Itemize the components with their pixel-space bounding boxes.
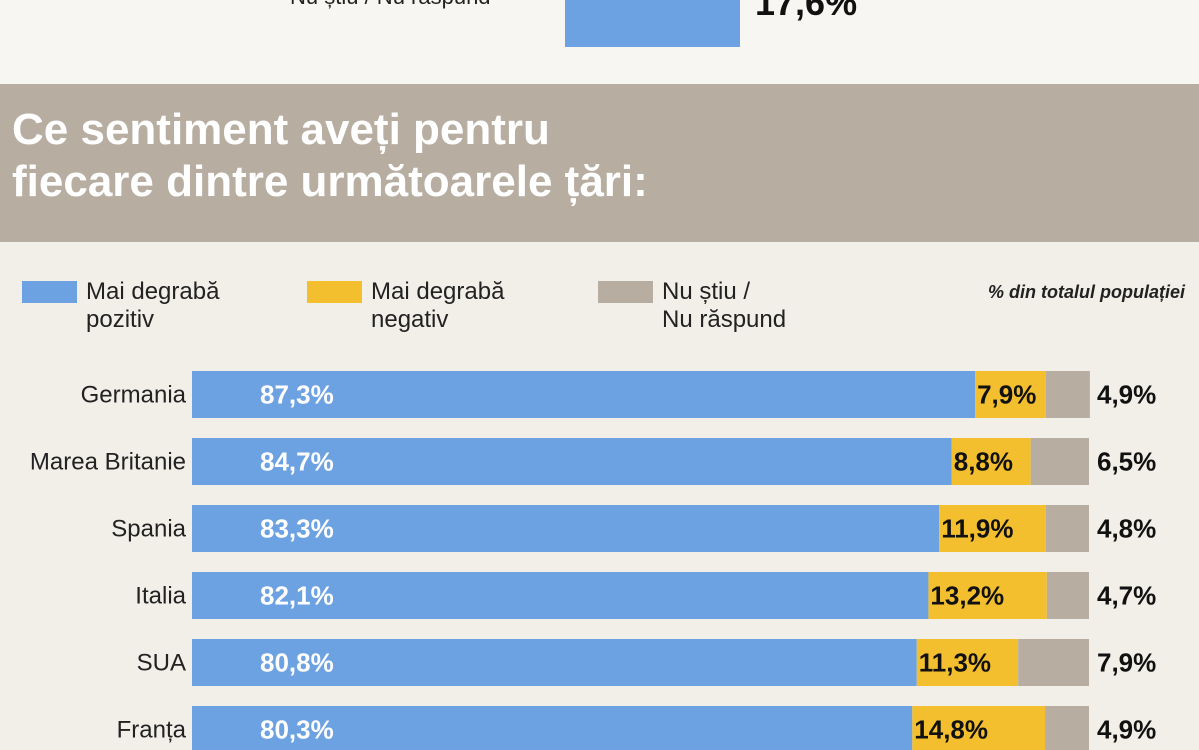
category-label: Franța xyxy=(117,717,187,744)
legend-swatch-unknown xyxy=(598,281,653,303)
previous-item-label: Nu știu / Nu răspund xyxy=(290,0,491,10)
data-label-negative: 7,9% xyxy=(977,380,1036,410)
data-label-positive: 82,1% xyxy=(260,581,334,611)
data-label-positive: 87,3% xyxy=(260,380,334,410)
bar-negative xyxy=(975,371,1046,418)
bar-unknown xyxy=(1018,639,1089,686)
data-label-positive: 80,8% xyxy=(260,648,334,678)
data-label-positive: 80,3% xyxy=(260,715,334,745)
data-label-unknown: 4,7% xyxy=(1097,581,1156,611)
chart-title-line-1: Ce sentiment aveți pentru xyxy=(12,105,550,154)
legend-label-positive: Mai degrabă pozitiv xyxy=(86,278,220,333)
bar-negative xyxy=(939,505,1046,552)
previous-chart-strip: Nu știu / Nu răspund 17,6% xyxy=(0,0,1199,84)
bar-negative xyxy=(951,438,1031,485)
category-label: SUA xyxy=(137,650,186,677)
data-label-negative: 8,8% xyxy=(954,447,1013,477)
bar-unknown xyxy=(1046,572,1089,619)
data-label-unknown: 4,8% xyxy=(1097,514,1156,544)
legend-label-negative: Mai degrabă negativ xyxy=(371,278,505,333)
title-band xyxy=(0,84,1199,242)
bar-positive xyxy=(192,505,940,552)
bar-unknown xyxy=(1045,505,1089,552)
category-label: Spania xyxy=(111,516,186,543)
data-label-unknown: 7,9% xyxy=(1097,648,1156,678)
bar-negative xyxy=(912,706,1046,750)
bar-positive xyxy=(192,371,976,418)
data-label-unknown: 6,5% xyxy=(1097,447,1156,477)
chart-title-line-2: fiecare dintre următoarele țări: xyxy=(12,157,648,206)
previous-item-value: 17,6% xyxy=(755,0,858,23)
bar-unknown xyxy=(1045,706,1089,750)
category-label: Italia xyxy=(135,583,186,610)
data-label-negative: 13,2% xyxy=(930,581,1004,611)
data-label-negative: 11,9% xyxy=(941,514,1013,544)
legend-note: % din totalul populației xyxy=(988,282,1185,302)
data-label-positive: 84,7% xyxy=(260,447,334,477)
legend-label-unknown: Nu știu / Nu răspund xyxy=(662,278,787,333)
bar-positive xyxy=(192,438,952,485)
data-label-positive: 83,3% xyxy=(260,514,334,544)
chart-title: Ce sentiment aveți pentru fiecare dintre… xyxy=(12,104,648,208)
data-label-unknown: 4,9% xyxy=(1097,715,1156,745)
bar-negative xyxy=(928,572,1047,619)
bar-positive xyxy=(192,572,929,619)
data-label-negative: 14,8% xyxy=(914,715,988,745)
data-label-unknown: 4,9% xyxy=(1097,380,1156,410)
data-label-negative: 11,3% xyxy=(919,648,991,678)
bar-unknown xyxy=(1030,438,1089,485)
bar-positive xyxy=(192,706,913,750)
bar-negative xyxy=(916,639,1019,686)
bar-positive xyxy=(192,639,917,686)
category-label: Germania xyxy=(81,382,187,409)
previous-item-bar xyxy=(565,0,740,47)
legend-swatch-positive xyxy=(22,281,77,303)
legend-swatch-negative xyxy=(307,281,362,303)
bar-unknown xyxy=(1045,371,1090,418)
category-label: Marea Britanie xyxy=(30,449,186,476)
